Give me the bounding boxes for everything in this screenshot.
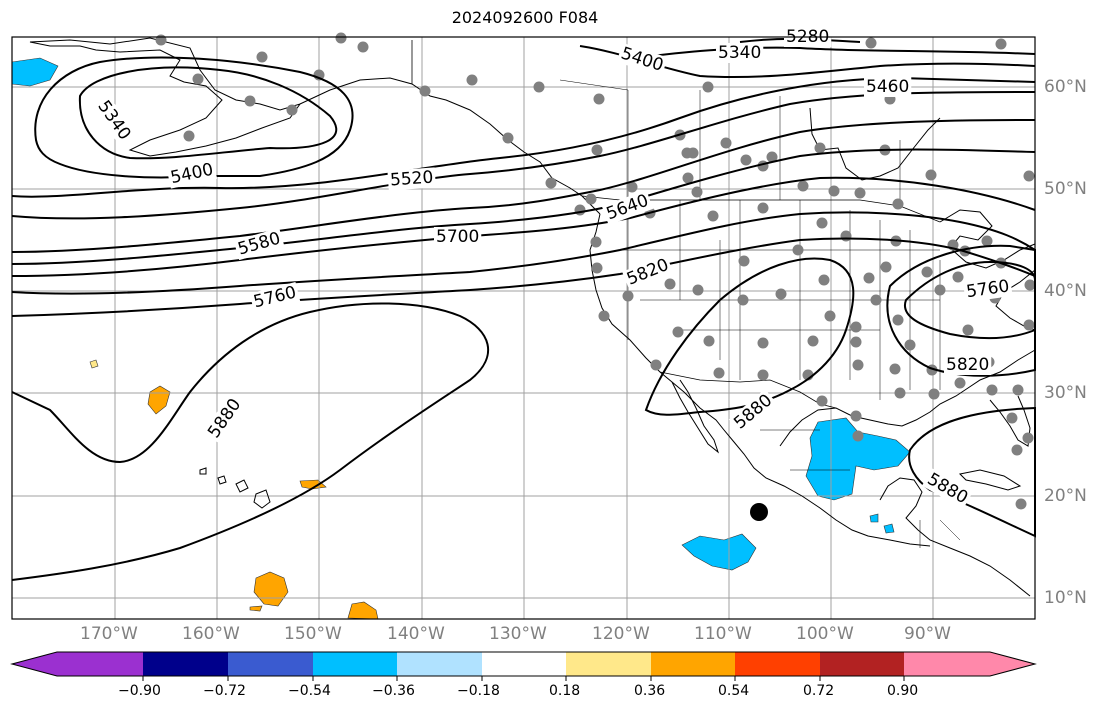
coast-yucatan [879, 477, 1031, 597]
lat-label: 30°N [1044, 383, 1087, 403]
coast-west [589, 213, 931, 547]
contour-5880-mexico [644, 257, 855, 416]
coast-alaska [29, 37, 302, 157]
colorbar-segment [12, 652, 57, 676]
shade-negative-small-1 [869, 513, 879, 523]
lon-label: 150°W [284, 624, 342, 644]
colorbar-tick-label: 0.36 [634, 683, 666, 699]
colorbar-segment [566, 652, 651, 676]
contour-5760 [11, 211, 1036, 295]
colorbar-segment [313, 652, 397, 676]
contour-label: 5520 [389, 168, 434, 191]
map-title: 2024092600 F084 [451, 8, 599, 27]
colorbar-segment [735, 652, 820, 676]
coast-gulf [779, 349, 1036, 447]
shade-negative-east-pacific [681, 533, 757, 571]
lon-label: 140°W [387, 624, 445, 644]
border-canada-provinces [559, 79, 901, 206]
lat-label: 10°N [1044, 588, 1087, 608]
lat-label: 40°N [1044, 281, 1087, 301]
contour-label-background [616, 42, 668, 77]
contour-label-background [921, 468, 973, 510]
highlight-marker [750, 503, 768, 521]
contour-label-background [622, 254, 674, 291]
lon-label: 90°W [904, 624, 951, 644]
contour-label: 5700 [436, 227, 479, 247]
colorbar-tick-label: 0.18 [549, 683, 581, 699]
colorbar-tick-label: −0.36 [372, 683, 415, 699]
colorbar-segment [651, 652, 735, 676]
lat-label: 20°N [1044, 486, 1087, 506]
contour-5400-alaska [34, 56, 354, 179]
lon-label: 100°W [796, 624, 854, 644]
coast-alaska-south [299, 77, 601, 215]
contour-5820 [11, 237, 1036, 317]
lat-label: 60°N [1044, 77, 1087, 97]
colorbar-segment [397, 652, 482, 676]
contour-5820-east [886, 244, 1036, 377]
contour-5520 [11, 91, 1036, 220]
lon-label: 120°W [592, 624, 650, 644]
hawaii-islands [199, 467, 271, 509]
colorbar-segment [57, 652, 143, 676]
lon-label: 110°W [694, 624, 752, 644]
lon-label: 170°W [80, 624, 138, 644]
contour-label-background [601, 190, 654, 225]
contour-5880-pacific [11, 302, 490, 581]
contour-5340-top [619, 46, 1036, 61]
lat-label: 50°N [1044, 179, 1087, 199]
contour-label-background [92, 95, 136, 146]
contour-label: 5460 [866, 77, 909, 97]
contour-label-background [387, 167, 436, 191]
contour-5580 [11, 119, 1036, 253]
contour-label-background [434, 227, 482, 247]
contour-label-background [233, 227, 285, 261]
lon-label: 160°W [182, 624, 240, 644]
colorbar-tick-label: −0.72 [203, 683, 246, 699]
contour-label-background [202, 393, 247, 444]
shade-negative-small-2 [883, 523, 895, 534]
colorbar-segment [820, 652, 904, 676]
colorbar-tick-label: −0.90 [118, 683, 161, 699]
graticule [12, 37, 1035, 619]
contour-5460-pacific [11, 76, 1036, 198]
colorbar-segment [904, 652, 990, 676]
colorbar-tick-label: 0.54 [718, 683, 750, 699]
colorbar-tick-label: −0.54 [288, 683, 331, 699]
contour-label-background [249, 282, 301, 313]
contour-label-background [166, 159, 218, 189]
colorbar-tick-label: −0.18 [457, 683, 500, 699]
contour-label-background [716, 43, 764, 63]
colorbar-tick-label: 0.90 [887, 683, 919, 699]
contour-5340-alaska [78, 66, 338, 160]
colorbar-segment [143, 652, 228, 676]
coast-cuba [958, 469, 1022, 491]
contour-5700 [11, 176, 1036, 277]
contour-label: 5820 [946, 355, 989, 375]
contour-label: 5340 [718, 43, 761, 63]
colorbar-segment [228, 652, 313, 676]
contour-label-background [864, 77, 912, 97]
coast-baja [671, 379, 720, 454]
colorbar-tick-label: 0.72 [803, 683, 835, 699]
colorbar [10, 651, 1037, 681]
colorbar-segment [482, 652, 566, 676]
contour-5880-east [908, 406, 1036, 538]
shade-positive-small [249, 605, 263, 612]
contour-label-background [944, 355, 992, 375]
coast-florida [989, 395, 1031, 447]
contour-5640 [11, 148, 1036, 265]
shade-negative-mexico [805, 417, 911, 501]
lon-label: 130°W [489, 624, 547, 644]
colorbar-segment [990, 652, 1035, 676]
colorbar-outline [10, 651, 1037, 677]
contour-label-background [728, 389, 778, 435]
contour-label-background [963, 276, 1013, 303]
map-frame [11, 36, 1036, 620]
border-mexico-states [760, 429, 961, 548]
shade-positive-tiny [89, 359, 99, 369]
